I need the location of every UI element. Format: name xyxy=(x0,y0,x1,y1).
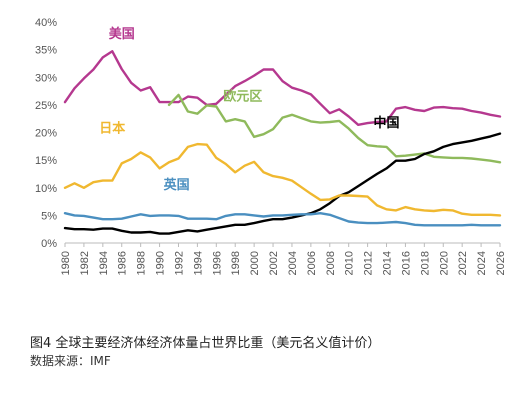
x-tick-label: 2014 xyxy=(382,251,394,275)
y-tick-label: 15% xyxy=(35,155,57,167)
x-tick-label: 1998 xyxy=(230,251,242,275)
y-tick-label: 25% xyxy=(35,100,57,112)
x-tick-label: 2002 xyxy=(268,251,280,275)
y-axis: 0% 5% 10% 15% 20% 25% 30% 35% 40% xyxy=(35,17,57,250)
x-tick-label: 2024 xyxy=(476,251,488,275)
series-line xyxy=(167,93,502,164)
x-tick-label: 2006 xyxy=(306,251,318,275)
x-tick-label: 2004 xyxy=(287,251,299,275)
series-lines xyxy=(63,50,502,235)
y-tick-label: 10% xyxy=(35,183,57,195)
x-axis: 1980 1982 1984 1986 1988 1990 1992 1994 1996 1998… xyxy=(60,242,507,275)
x-tick-label: 2022 xyxy=(457,251,469,275)
chart: 0%5%10%15%20%25%30%35%40% 1980 1982 1984 19… xyxy=(35,17,507,275)
x-tick-label: 2012 xyxy=(363,251,375,275)
series-line xyxy=(63,50,502,126)
x-tick-label: 2020 xyxy=(438,251,450,275)
y-tick-label: 5% xyxy=(41,210,57,222)
x-tick-label: 1984 xyxy=(98,251,110,275)
x-tick-label: 2010 xyxy=(344,251,356,275)
x-tick-label: 1982 xyxy=(79,251,91,275)
x-tick-label: 1990 xyxy=(155,251,167,275)
y-tick-label: 35% xyxy=(35,45,57,57)
x-tick-label: 2008 xyxy=(325,251,337,275)
y-tick-label: 30% xyxy=(35,72,57,84)
y-tick-label: 20% xyxy=(35,128,57,140)
y-tick-label: 40% xyxy=(35,17,57,29)
x-tick-label: 1992 xyxy=(173,251,185,275)
y-tick-label: 0% xyxy=(41,238,57,250)
x-tick-label: 1980 xyxy=(60,251,72,275)
series-label: 中国 xyxy=(374,115,400,131)
x-tick-label: 1988 xyxy=(136,251,148,275)
x-tick-label: 2016 xyxy=(400,251,412,275)
series-label: 欧元区 xyxy=(223,88,262,104)
x-tick-label: 1994 xyxy=(192,251,204,275)
x-tick-label: 1996 xyxy=(211,251,223,275)
series-label: 日本 xyxy=(99,121,125,137)
series-label: 美国 xyxy=(109,26,135,42)
x-tick-label: 2018 xyxy=(419,251,431,275)
x-tick-label: 2000 xyxy=(249,251,261,275)
series-line xyxy=(63,212,502,227)
figure-caption: 图4 全球主要经济体经济体量占世界比重（美元名义值计价） xyxy=(30,336,381,351)
series-line xyxy=(63,132,502,235)
series-label: 英国 xyxy=(163,177,190,193)
data-source: 数据来源：IMF xyxy=(30,354,111,368)
x-tick-label: 2026 xyxy=(495,251,507,275)
series-line xyxy=(63,142,502,217)
x-tick-label: 1986 xyxy=(117,251,129,275)
